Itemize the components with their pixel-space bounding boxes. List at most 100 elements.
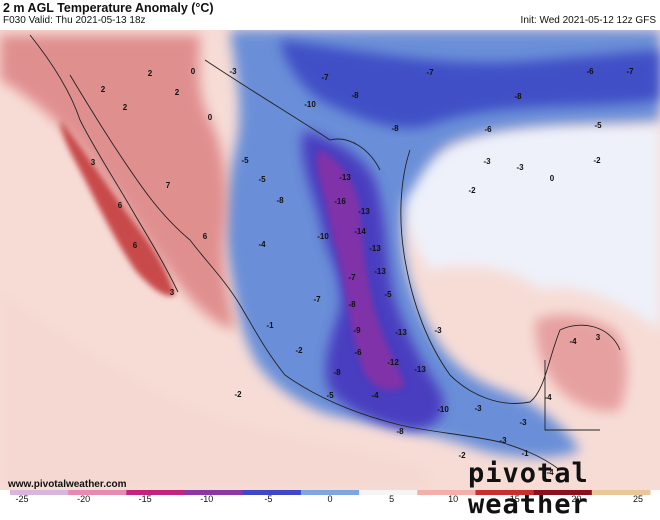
value-label: -5 xyxy=(384,290,392,299)
value-label: -4 xyxy=(546,468,554,477)
value-label: -7 xyxy=(313,295,321,304)
value-label: 6 xyxy=(133,241,138,250)
value-label: -4 xyxy=(371,391,379,400)
value-label: -3 xyxy=(229,67,237,76)
colorbar-segment xyxy=(184,490,244,495)
value-label: 0 xyxy=(208,113,213,122)
value-label: -2 xyxy=(295,346,303,355)
coastlines xyxy=(29,34,621,471)
yucatan-warm xyxy=(535,314,627,412)
value-label: -2 xyxy=(458,451,466,460)
value-label: -13 xyxy=(414,365,426,374)
source-url: www.pivotalweather.com xyxy=(8,479,127,490)
value-label: -3 xyxy=(519,418,527,427)
colorbar-tick-label: 5 xyxy=(389,494,395,504)
colorbar-tick-label: 10 xyxy=(448,494,459,504)
value-label: -10 xyxy=(437,405,449,414)
value-label: -1 xyxy=(521,449,529,458)
value-label: -1 xyxy=(266,321,274,330)
value-label: 0 xyxy=(550,174,555,183)
anomaly-map: 22 2-30-7-8-7 -6 -7-820-10-8 -6 -53 -5-5 -13-3-… xyxy=(0,30,660,490)
value-label: -8 xyxy=(514,92,522,101)
map-title: 2 m AGL Temperature Anomaly (°C) xyxy=(3,1,214,15)
value-label: -13 xyxy=(339,173,351,182)
pacific-south xyxy=(0,290,430,490)
value-label: 3 xyxy=(91,158,96,167)
colorbar-tick-label: -25 xyxy=(15,494,29,504)
value-label: -3 xyxy=(434,326,442,335)
colorbar-tick-label: 15 xyxy=(509,494,520,504)
value-label: -7 xyxy=(426,68,434,77)
gulf-neutral xyxy=(400,125,660,330)
value-label: -9 xyxy=(353,326,361,335)
value-label: -13 xyxy=(374,267,386,276)
value-label: 6 xyxy=(118,201,123,210)
value-label: -4 xyxy=(258,240,266,249)
value-label: -8 xyxy=(348,300,356,309)
value-label: -5 xyxy=(326,391,334,400)
value-label: -6 xyxy=(586,67,594,76)
colorbar-segment xyxy=(300,490,360,495)
cold-extreme xyxy=(316,150,405,391)
colorbar-tick-label: -15 xyxy=(138,494,152,504)
value-label: -5 xyxy=(594,121,602,130)
value-label: -6 xyxy=(484,125,492,134)
value-label: -5 xyxy=(258,175,266,184)
value-label: -10 xyxy=(304,100,316,109)
pivotal-weather-logo: pivotal weather xyxy=(468,458,589,520)
value-label: -14 xyxy=(354,227,366,236)
colorbar-tick-label: -5 xyxy=(264,494,273,504)
value-label: -16 xyxy=(334,197,346,206)
colorbar-tick-label: -20 xyxy=(77,494,91,504)
colorbar-tick-label: 25 xyxy=(632,494,644,504)
value-label: 2 xyxy=(148,69,153,78)
value-label: -2 xyxy=(468,186,476,195)
colorbar-segment xyxy=(417,490,476,495)
value-label: -3 xyxy=(516,163,524,172)
value-label: -2 xyxy=(593,156,601,165)
colorbar-tick-label: 0 xyxy=(327,494,333,504)
value-label: -10 xyxy=(317,232,329,241)
value-label: 2 xyxy=(175,88,180,97)
baja-warm xyxy=(60,120,175,296)
colorbar-segment xyxy=(533,490,593,495)
colorbar-tick-label: -10 xyxy=(200,494,214,504)
value-label: 7 xyxy=(166,181,171,190)
colorbar-segment xyxy=(591,490,651,495)
value-label: -3 xyxy=(483,157,491,166)
value-label: -4 xyxy=(544,393,552,402)
value-label: -3 xyxy=(499,436,507,445)
value-label: -13 xyxy=(358,207,370,216)
value-label: -6 xyxy=(354,348,362,357)
colorbar-tick-label: 20 xyxy=(571,494,582,504)
value-label: 6 xyxy=(203,232,208,241)
value-label: 0 xyxy=(191,67,196,76)
value-label: -4 xyxy=(569,337,577,346)
colorbar xyxy=(10,490,651,495)
value-label: -7 xyxy=(321,73,329,82)
value-label: -8 xyxy=(396,427,404,436)
value-label: -2 xyxy=(234,390,242,399)
north-cold-band xyxy=(280,40,660,129)
value-label: -13 xyxy=(395,328,407,337)
colorbar-segment xyxy=(242,490,302,495)
value-label: 2 xyxy=(101,85,106,94)
valid-time: F030 Valid: Thu 2021-05-13 18z xyxy=(3,15,146,26)
colorbar-segment xyxy=(359,490,418,495)
value-label: -3 xyxy=(474,404,482,413)
value-label: -7 xyxy=(626,67,634,76)
colorbar-segment xyxy=(126,490,186,495)
value-label: -8 xyxy=(276,196,284,205)
colorbar-segment xyxy=(10,490,69,495)
colorbar-segment xyxy=(68,490,127,495)
value-label: -13 xyxy=(369,244,381,253)
value-label: -5 xyxy=(241,156,249,165)
value-label: -8 xyxy=(333,368,341,377)
map-value-labels: 22 2-30-7-8-7 -6 -7-820-10-8 -6 -53 -5-5 -13-3-… xyxy=(91,67,634,477)
colorbar-segment xyxy=(475,490,535,495)
value-label: 2 xyxy=(123,103,128,112)
value-label: -7 xyxy=(348,273,356,282)
value-label: -12 xyxy=(387,358,399,367)
init-time: Init: Wed 2021-05-12 12z GFS xyxy=(520,15,656,26)
